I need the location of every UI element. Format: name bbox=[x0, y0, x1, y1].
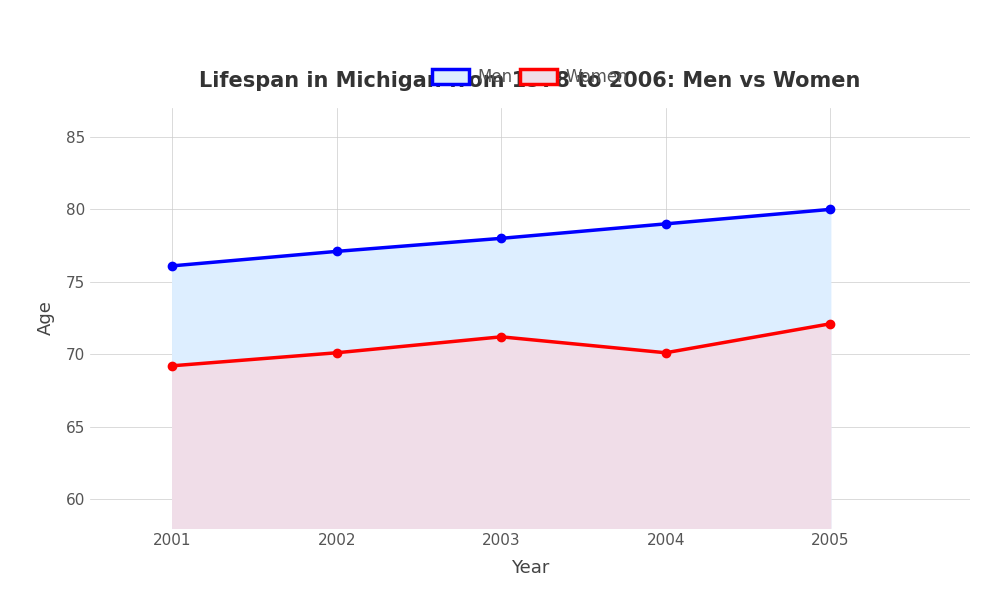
Y-axis label: Age: Age bbox=[37, 301, 55, 335]
Title: Lifespan in Michigan from 1978 to 2006: Men vs Women: Lifespan in Michigan from 1978 to 2006: … bbox=[199, 71, 861, 91]
Legend: Men, Women: Men, Women bbox=[425, 62, 635, 93]
X-axis label: Year: Year bbox=[511, 559, 549, 577]
